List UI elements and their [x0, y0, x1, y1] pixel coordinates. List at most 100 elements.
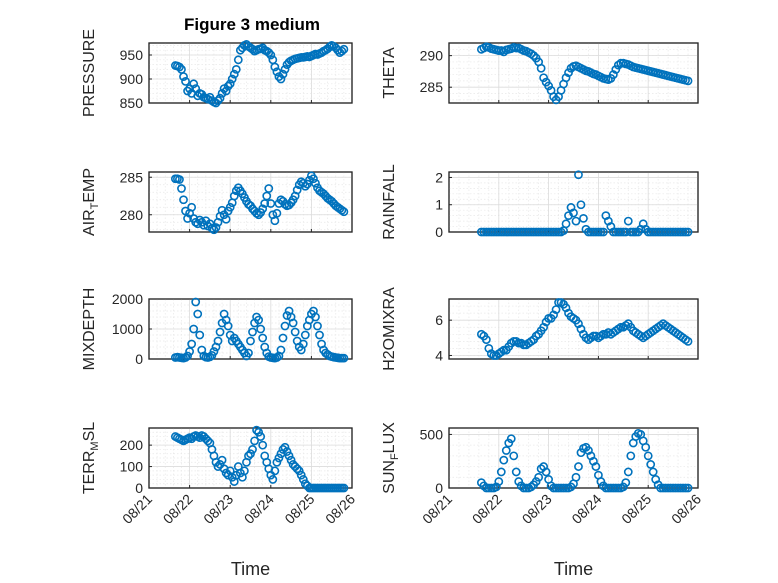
y-axis-label: SUNFLUX — [381, 422, 401, 494]
data-point — [313, 321, 322, 331]
data-point — [240, 466, 249, 476]
data-point — [274, 453, 284, 463]
data-point — [683, 227, 693, 237]
x-tick-label: 08/23 — [200, 491, 236, 527]
y-tick-label: 0 — [435, 224, 443, 240]
data-point — [280, 442, 290, 452]
data-point — [191, 297, 201, 307]
data-point — [203, 436, 213, 446]
data-point — [215, 327, 225, 337]
subplot-air-temp: 280 285 AIRTEMP — [81, 168, 353, 236]
data-point — [579, 213, 588, 223]
data-point — [509, 451, 519, 461]
data-point — [254, 427, 264, 437]
data-point — [282, 447, 292, 456]
y-tick-label: 2 — [435, 169, 443, 185]
axes-box — [148, 171, 353, 233]
data-point — [252, 208, 261, 218]
data-point — [494, 477, 504, 486]
data-point — [296, 470, 306, 480]
y-tick-label: 285 — [420, 79, 444, 95]
data-point — [254, 315, 264, 325]
data-point — [205, 352, 215, 362]
y-tick-label: 1000 — [112, 321, 143, 337]
data-point — [506, 434, 516, 444]
data-point — [339, 207, 349, 217]
x-tick-label: 08/21 — [119, 491, 155, 527]
data-point — [258, 440, 268, 450]
data-point — [195, 330, 205, 340]
data-point — [623, 216, 633, 226]
data-point — [175, 62, 184, 72]
subplot-theta: 285 290 THETA — [381, 42, 699, 105]
data-point — [223, 81, 233, 91]
data-point — [536, 63, 546, 73]
data-point — [229, 69, 239, 79]
data-point — [300, 181, 310, 191]
data-point — [258, 333, 268, 343]
data-point — [333, 45, 343, 55]
data-point — [576, 448, 586, 458]
y-tick-label: 950 — [120, 47, 144, 63]
data-point — [189, 79, 199, 89]
subplot-grid: 850 900 950 PRESSURE 285 290 THETA 280 285 AIRTEM… — [81, 29, 704, 579]
data-point — [561, 73, 571, 83]
data-point — [611, 65, 621, 74]
data-point — [217, 455, 227, 465]
subplot-terr-msl: 0 100 200 08/21 08/22 08/23 08/24 08/25 08/26 TER… — [81, 422, 358, 579]
data-point — [576, 200, 586, 210]
data-point — [539, 73, 549, 83]
data-point — [626, 451, 636, 461]
subplot-pressure: 850 900 950 PRESSURE — [81, 29, 353, 117]
y-tick-label: 0 — [435, 480, 443, 496]
data-point — [646, 460, 656, 469]
data-point — [207, 223, 217, 233]
data-point — [179, 72, 188, 81]
data-point — [215, 93, 225, 103]
data-point — [179, 195, 188, 205]
x-axis-label: Time — [554, 559, 593, 579]
data-point — [211, 223, 221, 232]
data-point — [598, 481, 608, 491]
data-point — [213, 336, 223, 346]
data-point — [248, 44, 257, 54]
data-point — [221, 86, 231, 96]
data-point — [193, 91, 203, 101]
data-point — [231, 65, 241, 74]
data-point — [339, 44, 349, 54]
data-point — [280, 321, 290, 331]
data-point — [290, 327, 300, 337]
data-point — [181, 353, 190, 362]
x-tick-label: 08/25 — [618, 491, 654, 527]
data-point — [256, 432, 266, 441]
data-point — [246, 336, 255, 346]
y-tick-label: 285 — [120, 169, 144, 185]
data-point — [264, 184, 274, 193]
data-point — [270, 62, 280, 72]
data-point — [286, 455, 296, 465]
y-tick-label: 280 — [120, 207, 144, 223]
data-point — [221, 214, 231, 224]
data-point — [514, 477, 524, 486]
data-point — [187, 202, 197, 212]
y-tick-label: 850 — [120, 95, 144, 111]
x-tick-label: 08/26 — [322, 491, 358, 527]
data-point — [511, 467, 521, 477]
data-point — [248, 327, 257, 337]
data-point — [266, 199, 276, 208]
data-point — [574, 462, 583, 471]
data-point — [481, 335, 491, 344]
y-axis-label: MIXDEPTH — [81, 288, 98, 371]
data-point — [596, 477, 606, 486]
data-point — [683, 483, 693, 493]
data-point — [621, 478, 631, 488]
data-point — [571, 472, 581, 482]
y-tick-label: 290 — [420, 48, 444, 64]
data-point — [213, 96, 223, 105]
data-point — [643, 451, 653, 461]
y-tick-label: 6 — [435, 312, 443, 328]
data-point — [544, 81, 553, 91]
x-axis-label: Time — [231, 559, 270, 579]
subplot-sun-flux: 0 500 08/21 08/22 08/23 08/24 08/25 08/26 SUNFLU… — [381, 422, 704, 579]
data-point — [272, 208, 282, 218]
